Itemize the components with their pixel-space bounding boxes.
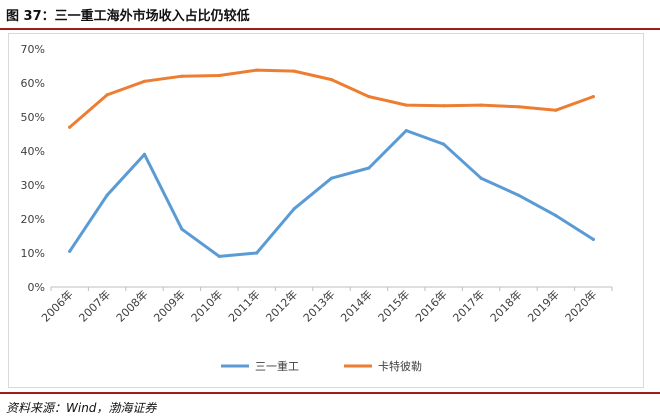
data-point — [68, 125, 72, 129]
data-point — [329, 176, 334, 180]
data-point — [142, 79, 147, 83]
x-tick-label: 2016年 — [412, 287, 449, 324]
y-tick-label: 30% — [21, 179, 45, 192]
data-point — [142, 152, 147, 156]
data-point — [180, 74, 184, 78]
y-tick-label: 40% — [21, 145, 45, 158]
data-point — [329, 78, 334, 82]
y-tick-label: 0% — [28, 281, 45, 294]
x-tick-label: 2009年 — [151, 287, 188, 324]
legend-label-2: 卡特彼勒 — [378, 359, 422, 373]
data-point — [516, 105, 521, 109]
data-point — [105, 193, 109, 197]
x-tick-label: 2018年 — [487, 287, 524, 324]
data-point — [367, 166, 371, 170]
series-line-1 — [68, 129, 595, 258]
data-point — [404, 129, 408, 133]
data-point — [591, 237, 595, 241]
data-point — [292, 207, 296, 211]
chart-frame: 0% 10% 20% 30% 40% 50% 60% 70% 2006年 2007年 2008年 20… — [8, 33, 644, 388]
y-tick-label: 60% — [21, 77, 45, 90]
source-note: 资料来源：Wind，渤海证券 — [6, 401, 157, 415]
x-tick-label: 2013年 — [300, 287, 337, 324]
y-tick-label: 20% — [21, 213, 45, 226]
data-point — [479, 103, 483, 107]
data-point — [217, 254, 221, 258]
data-point — [404, 103, 408, 107]
source-bar: 资料来源：Wind，渤海证券 — [0, 392, 660, 417]
data-point — [292, 69, 296, 73]
data-point — [217, 73, 221, 78]
x-tick-label: 2007年 — [76, 287, 113, 324]
data-point — [367, 95, 371, 99]
data-point — [105, 93, 109, 97]
x-tick-label: 2011年 — [225, 287, 262, 324]
x-tick-label: 2019年 — [525, 287, 562, 324]
x-tick-label: 2014年 — [338, 287, 375, 324]
figure-title-bar: 图 37：三一重工海外市场收入占比仍较低 — [0, 0, 660, 30]
x-tick-label: 2010年 — [188, 287, 225, 324]
x-tick-label: 2012年 — [263, 287, 300, 324]
data-point — [516, 193, 521, 197]
figure-title: 图 37：三一重工海外市场收入占比仍较低 — [6, 9, 250, 24]
data-point — [591, 95, 595, 99]
data-point — [554, 214, 558, 218]
data-point — [68, 249, 72, 253]
line-chart: 0%10%20%30%40%50%60%70%2006年 2007年 2008年 20… — [21, 43, 613, 373]
x-tick-label: 2015年 — [375, 287, 412, 324]
data-point — [554, 108, 558, 112]
y-tick-label: 10% — [21, 247, 45, 260]
data-point — [255, 68, 259, 72]
y-tick-label: 70% — [21, 43, 45, 56]
data-point — [180, 227, 184, 231]
data-point — [442, 104, 446, 108]
data-point — [442, 142, 446, 146]
data-point — [255, 251, 259, 255]
y-tick-label: 50% — [21, 111, 45, 124]
legend-label-1: 三一重工 — [255, 359, 299, 373]
x-tick-label: 2020年 — [562, 287, 599, 324]
x-tick-label: 2008年 — [113, 287, 150, 324]
x-tick-label: 2017年 — [450, 287, 487, 324]
data-point — [479, 176, 483, 180]
